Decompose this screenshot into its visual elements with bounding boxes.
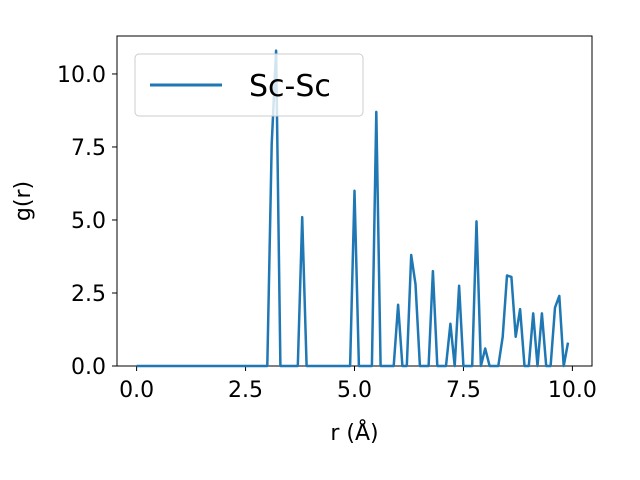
y-tick-label: 0.0 xyxy=(71,355,106,380)
x-tick-label: 0.0 xyxy=(119,378,154,403)
y-axis-label: g(r) xyxy=(11,181,36,221)
x-tick-label: 10.0 xyxy=(548,378,597,403)
x-tick-label: 7.5 xyxy=(446,378,481,403)
y-tick-label: 2.5 xyxy=(71,282,106,307)
x-axis-label: r (Å) xyxy=(330,419,378,446)
y-tick-label: 10.0 xyxy=(57,63,106,88)
ticks: 0.0 2.5 5.0 7.5 10.0 0.0 2.5 5.0 7.5 10.0 xyxy=(57,63,597,403)
series-line-sc-sc xyxy=(136,49,570,368)
x-tick-label: 2.5 xyxy=(228,378,263,403)
plot-area xyxy=(136,49,570,368)
x-tick-label: 5.0 xyxy=(337,378,372,403)
legend-label-sc-sc: Sc-Sc xyxy=(249,69,331,104)
y-tick-label: 7.5 xyxy=(71,136,106,161)
y-tick-label: 5.0 xyxy=(71,209,106,234)
legend-box xyxy=(134,53,364,117)
legend: Sc-Sc xyxy=(134,53,364,117)
